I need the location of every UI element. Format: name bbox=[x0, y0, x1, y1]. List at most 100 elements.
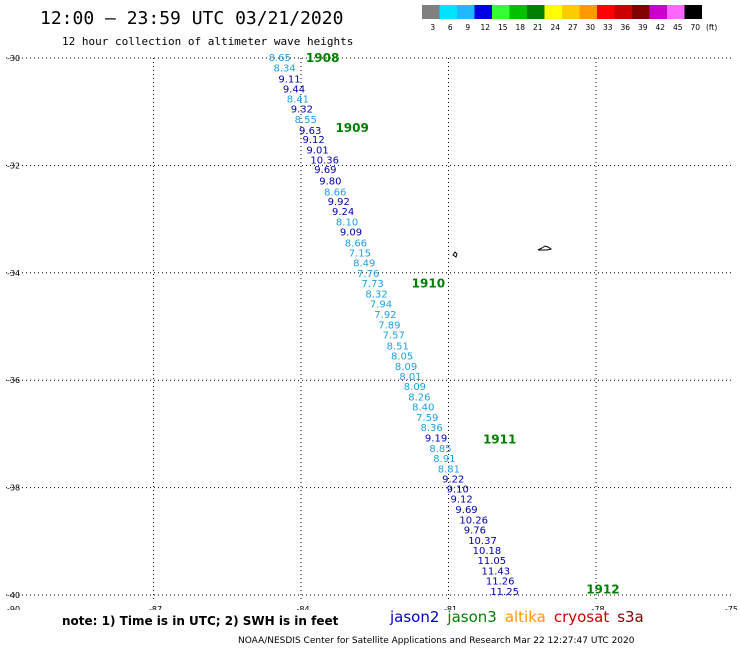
wave-height-value: 9.12 bbox=[302, 135, 324, 146]
wave-height-value: 8.65 bbox=[269, 53, 291, 64]
legend-label: 24 bbox=[550, 23, 560, 32]
island-outline bbox=[452, 251, 458, 258]
wave-height-value: 9.44 bbox=[283, 85, 305, 96]
wave-height-value: 8.40 bbox=[412, 403, 434, 414]
wave-height-value: 11.25 bbox=[490, 587, 519, 598]
wave-height-value: 8.10 bbox=[336, 217, 358, 228]
wave-height-value: 8.51 bbox=[387, 341, 409, 352]
wave-height-value: 7.94 bbox=[370, 299, 392, 310]
wave-height-value: 8.66 bbox=[345, 238, 367, 249]
lat-tick-label: -30 bbox=[7, 54, 20, 63]
satellite-jason3: jason3 bbox=[447, 608, 497, 626]
wave-height-value: 9.32 bbox=[291, 105, 313, 116]
wave-height-value: 8.32 bbox=[365, 289, 387, 300]
wave-height-value: 8.85 bbox=[429, 444, 451, 455]
wave-height-value: 8.41 bbox=[287, 94, 309, 105]
lat-tick-label: -32 bbox=[7, 161, 20, 170]
legend-swatch bbox=[492, 5, 510, 19]
legend-swatch bbox=[544, 5, 562, 19]
lon-tick-label: -90 bbox=[7, 605, 20, 610]
page-title: 12:00 – 23:59 UTC 03/21/2020 bbox=[40, 8, 344, 29]
wave-height-value: 10.26 bbox=[459, 515, 488, 526]
wave-height-value: 10.18 bbox=[473, 546, 502, 557]
legend-swatch bbox=[422, 5, 440, 19]
legend-swatch bbox=[597, 5, 615, 19]
legend-label: 15 bbox=[498, 23, 508, 32]
wave-height-value: 9.01 bbox=[306, 145, 328, 156]
wave-height-value: 9.22 bbox=[442, 475, 464, 486]
legend-unit: (ft) bbox=[706, 23, 717, 32]
wave-height-value: 9.76 bbox=[464, 526, 486, 537]
legend-swatch bbox=[457, 5, 475, 19]
credit-line: NOAA/NESDIS Center for Satellite Applica… bbox=[238, 636, 635, 646]
footnote: note: 1) Time is in UTC; 2) SWH is in fe… bbox=[62, 614, 339, 628]
legend-swatch bbox=[667, 5, 685, 19]
wave-height-value: 7.89 bbox=[378, 320, 400, 331]
wave-height-value: 7.76 bbox=[357, 269, 379, 280]
legend-label: 42 bbox=[655, 23, 665, 32]
wave-height-value: 8.36 bbox=[421, 423, 443, 434]
time-label: 1908 bbox=[306, 51, 339, 65]
wave-height-value: 10.37 bbox=[468, 536, 497, 547]
legend-swatch bbox=[474, 5, 492, 19]
wave-height-value: 9.24 bbox=[332, 207, 354, 218]
lat-tick-label: -34 bbox=[7, 269, 20, 278]
wave-height-value: 9.69 bbox=[455, 505, 477, 516]
time-label: 1911 bbox=[483, 432, 516, 446]
legend-label: 33 bbox=[603, 23, 613, 32]
page-subtitle: 12 hour collection of altimeter wave hei… bbox=[62, 35, 354, 48]
legend-swatch bbox=[649, 5, 667, 19]
lat-tick-label: -40 bbox=[7, 591, 20, 600]
wave-height-map: -30 -32 -34 -36 -38 -40 -90 -87 -84 -81 -78 -75 8.65… bbox=[6, 51, 738, 610]
lon-tick-label: -87 bbox=[149, 605, 162, 610]
wave-height-value: 7.59 bbox=[416, 413, 438, 424]
wave-height-value: 7.57 bbox=[383, 331, 405, 342]
map-grid bbox=[6, 57, 734, 600]
legend-swatch bbox=[509, 5, 527, 19]
satellite-s3a: s3a bbox=[617, 608, 644, 626]
legend-swatch bbox=[527, 5, 545, 19]
legend-label: 18 bbox=[515, 23, 525, 32]
legend-swatch bbox=[684, 5, 702, 19]
legend-swatch bbox=[562, 5, 580, 19]
legend-swatch bbox=[614, 5, 632, 19]
time-label: 1909 bbox=[335, 121, 368, 135]
satellite-legend: jason2 jason3 altika cryosat s3a bbox=[390, 608, 652, 626]
wave-height-value: 9.63 bbox=[299, 126, 321, 137]
wave-height-value: 9.69 bbox=[314, 165, 336, 176]
wave-height-value: 8.55 bbox=[295, 115, 317, 126]
satellite-altika: altika bbox=[504, 608, 546, 626]
legend-label: 27 bbox=[568, 23, 578, 32]
legend-label: 3 bbox=[430, 23, 435, 32]
island-outline bbox=[537, 245, 553, 251]
wave-height-value: 10.36 bbox=[310, 156, 339, 167]
wave-height-value: 9.19 bbox=[425, 434, 447, 445]
lon-tick-label: -78 bbox=[592, 605, 605, 610]
wave-height-value: 9.80 bbox=[319, 177, 341, 188]
legend-swatch bbox=[439, 5, 457, 19]
wave-height-value: 8.09 bbox=[395, 362, 417, 373]
legend-label: 21 bbox=[533, 23, 543, 32]
wave-height-value: 8.05 bbox=[391, 352, 413, 363]
legend-label: 45 bbox=[673, 23, 683, 32]
lat-tick-label: -36 bbox=[7, 376, 20, 385]
wave-height-value: 8.49 bbox=[353, 259, 375, 270]
wave-height-value: 8.09 bbox=[404, 382, 426, 393]
lat-tick-label: -38 bbox=[7, 484, 20, 493]
legend-label: 70 bbox=[690, 23, 700, 32]
legend-label: 30 bbox=[585, 23, 595, 32]
legend-swatch bbox=[579, 5, 597, 19]
lon-tick-label: -81 bbox=[444, 605, 457, 610]
wave-height-value: 8.26 bbox=[408, 392, 430, 403]
time-label: 1910 bbox=[412, 277, 445, 291]
lon-tick-label: -75 bbox=[725, 605, 738, 610]
satellite-cryosat: cryosat bbox=[553, 608, 610, 626]
wave-height-value: 11.26 bbox=[486, 577, 515, 588]
satellite-jason2: jason2 bbox=[390, 608, 440, 626]
wave-height-value: 7.73 bbox=[361, 279, 383, 290]
wave-height-value: 9.92 bbox=[328, 197, 350, 208]
time-label: 1912 bbox=[586, 583, 619, 597]
legend-label: 39 bbox=[638, 23, 648, 32]
wave-height-value: 11.05 bbox=[478, 556, 507, 567]
legend-label: 12 bbox=[480, 23, 490, 32]
